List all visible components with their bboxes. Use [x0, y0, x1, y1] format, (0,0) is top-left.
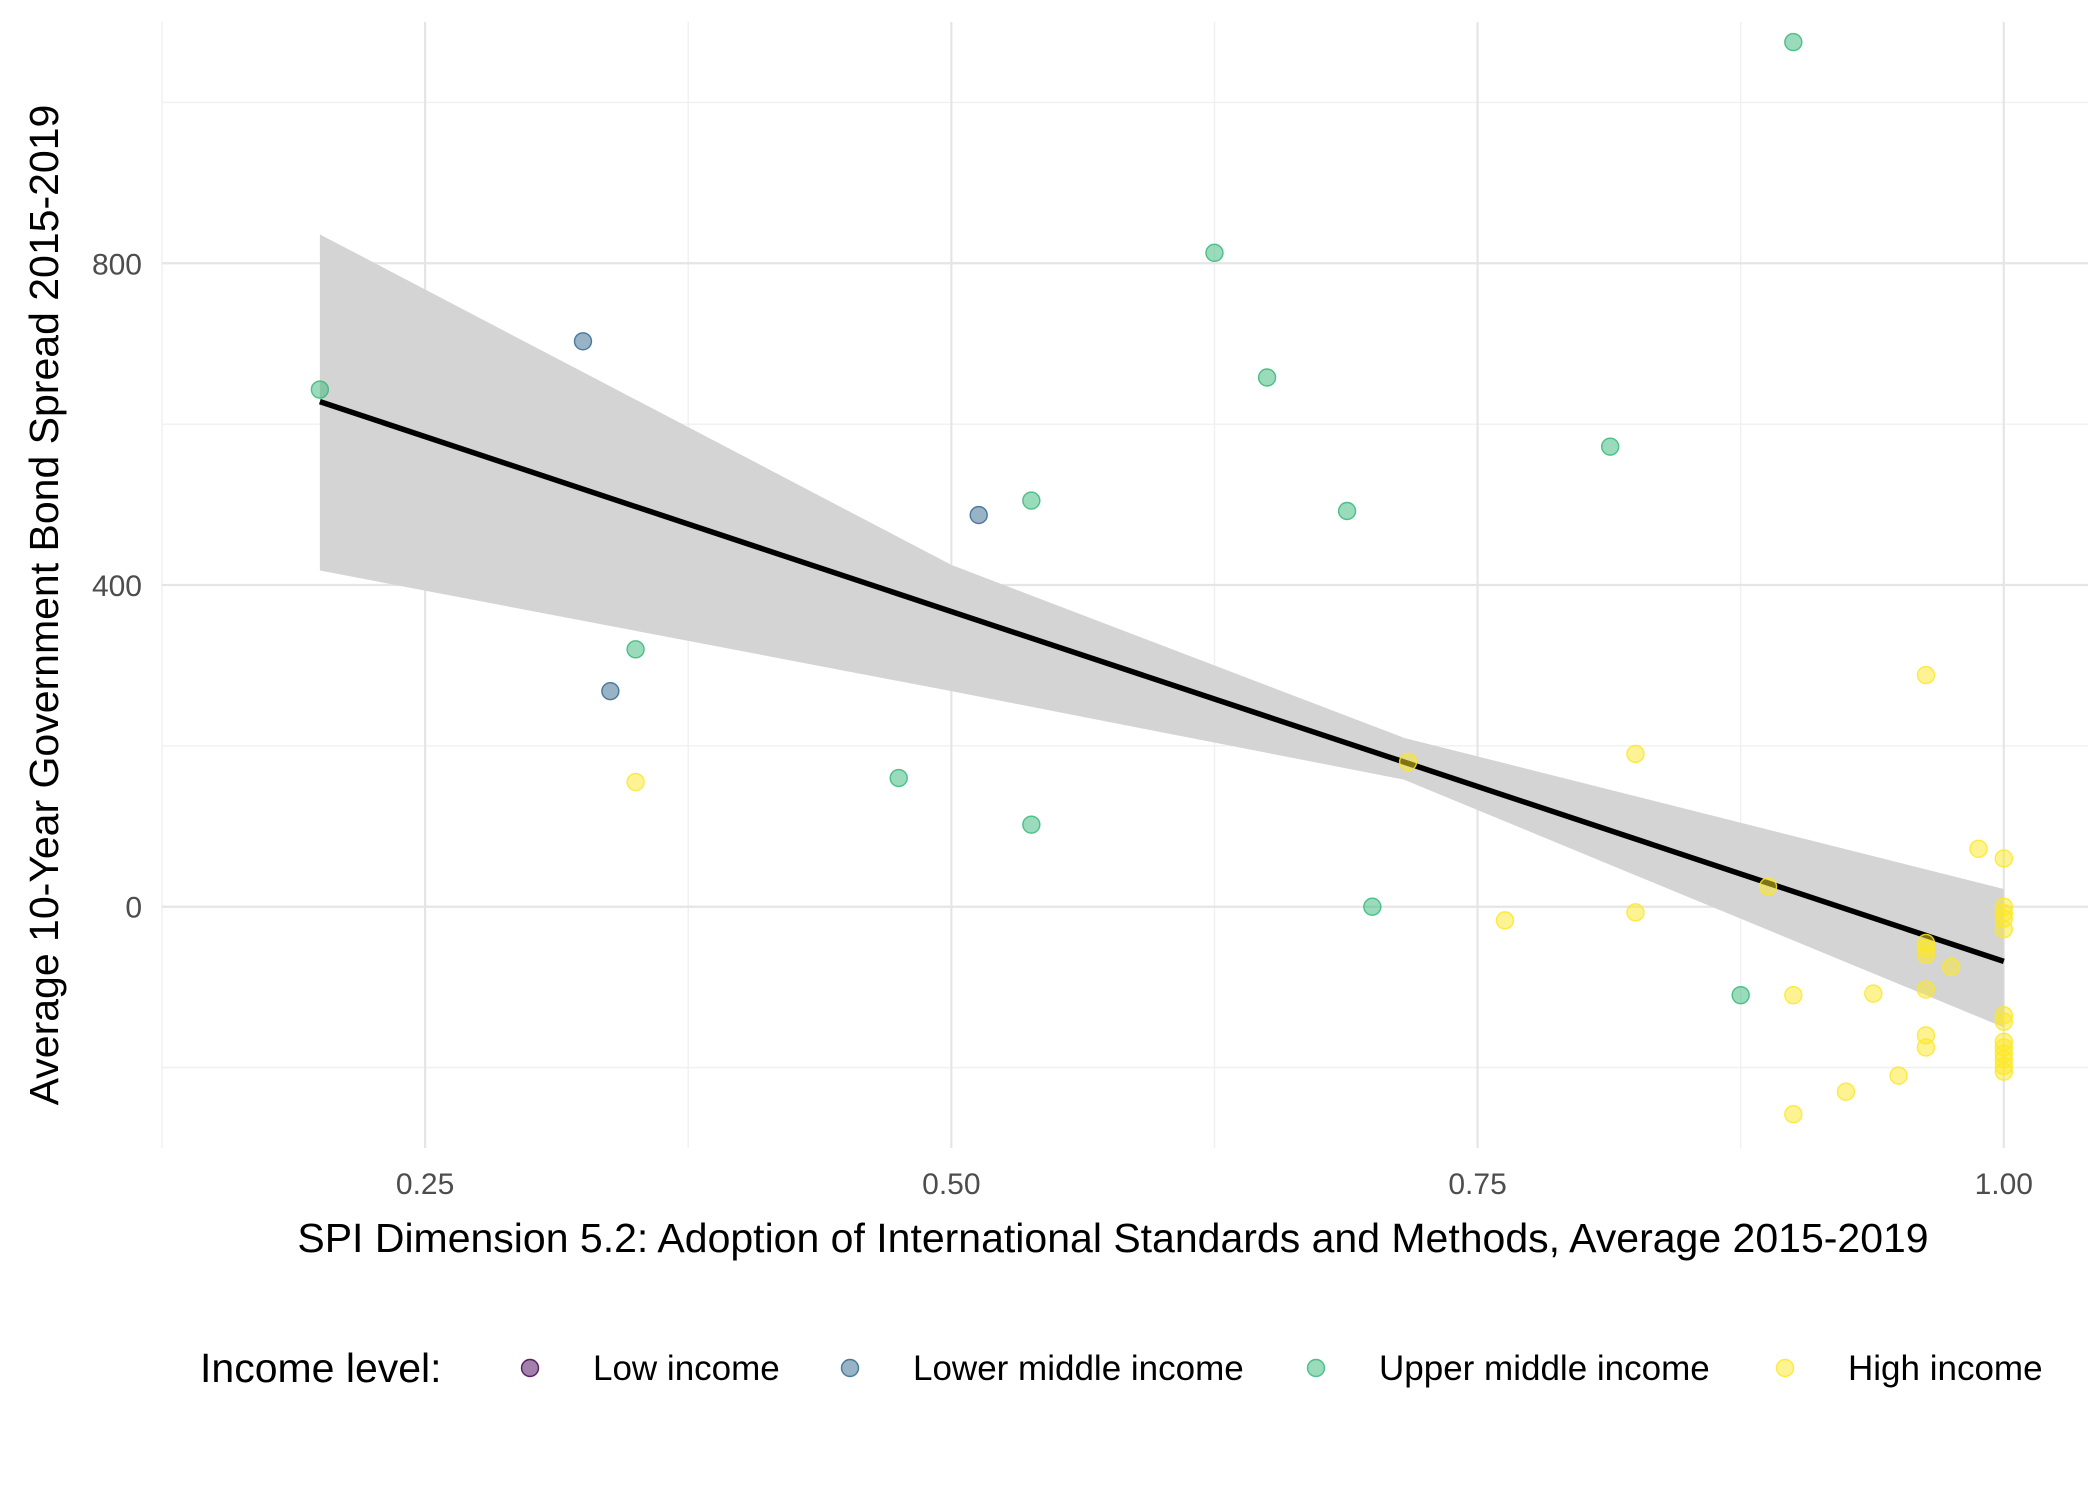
data-point: [1916, 980, 1936, 999]
data-point: [1916, 665, 1936, 685]
y-tick-label: 800: [92, 248, 142, 281]
x-tick-label: 0.25: [396, 1168, 454, 1201]
legend-key: [840, 1358, 860, 1378]
data-point: [1022, 491, 1041, 510]
data-point: [1994, 920, 2014, 939]
legend-label: Upper middle income: [1379, 1349, 1710, 1388]
data-point: [1205, 243, 1224, 263]
x-tick-label: 0.50: [922, 1168, 980, 1201]
data-point: [1626, 744, 1645, 764]
y-tick-label: 0: [125, 892, 142, 925]
legend: Income level: Low income Lower middle inc…: [200, 1345, 2043, 1391]
data-point: [573, 332, 593, 351]
y-axis-title: Average 10-Year Government Bond Spread 2…: [21, 105, 67, 1106]
data-point: [1916, 1038, 1936, 1057]
data-point: [1784, 32, 1803, 52]
legend-key: [1775, 1358, 1795, 1378]
x-tick-label: 1.00: [1975, 1168, 2033, 1201]
legend-label: Low income: [593, 1349, 780, 1388]
data-point: [1337, 501, 1357, 521]
data-point: [601, 681, 620, 701]
confidence-band: [319, 234, 2004, 1028]
legend-key: [1306, 1358, 1326, 1378]
data-point: [1626, 903, 1645, 922]
data-point: [1889, 1066, 1908, 1085]
data-point: [626, 640, 645, 659]
data-point: [1941, 957, 1961, 977]
data-point: [1495, 911, 1515, 930]
data-point: [1994, 1012, 2014, 1031]
x-tick-label: 0.75: [1448, 1168, 1506, 1201]
data-point: [1363, 897, 1382, 916]
data-point: [1784, 1105, 1803, 1124]
y-tick-label: 400: [92, 570, 142, 603]
confidence-band-area: [319, 234, 2004, 1028]
data-point: [1731, 985, 1750, 1005]
data-point: [1916, 945, 1936, 965]
data-points: [310, 32, 2014, 1124]
y-tick-labels: 0 400 800: [92, 248, 142, 924]
data-point: [1836, 1082, 1856, 1101]
data-point: [626, 772, 645, 792]
data-point: [889, 768, 908, 788]
data-point: [1969, 839, 1988, 859]
x-tick-labels: 0.25 0.50 0.75 1.00: [396, 1168, 2033, 1201]
legend-title: Income level:: [200, 1345, 442, 1391]
data-point: [310, 380, 330, 399]
data-point: [1994, 1062, 2014, 1081]
data-point: [1758, 877, 1778, 896]
legend-key: [520, 1358, 540, 1378]
trend-line: [319, 399, 2005, 965]
data-point: [1022, 815, 1041, 834]
data-point: [1398, 752, 1418, 772]
x-axis-title: SPI Dimension 5.2: Adoption of Internati…: [297, 1215, 1928, 1261]
data-point: [1864, 984, 1883, 1003]
data-point: [1257, 368, 1277, 387]
data-point: [1600, 437, 1620, 456]
legend-label: High income: [1848, 1349, 2043, 1388]
data-point: [969, 505, 988, 525]
data-point: [1994, 849, 2014, 868]
data-point: [1784, 985, 1803, 1005]
regression-line: [319, 399, 2005, 965]
legend-label: Lower middle income: [913, 1349, 1244, 1388]
